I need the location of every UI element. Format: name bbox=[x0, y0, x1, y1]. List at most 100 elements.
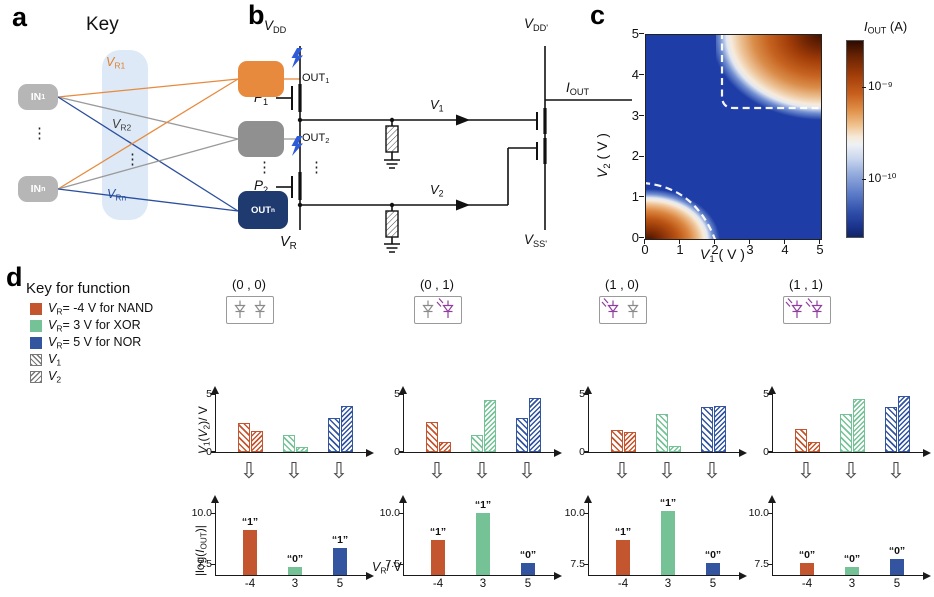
input-bar-xor-v2 bbox=[853, 398, 865, 452]
down-arrow-icon: ⇩ bbox=[472, 458, 492, 483]
y-tick: 3 bbox=[631, 108, 639, 123]
logic-level-label: “1” bbox=[474, 499, 492, 512]
output-node-ellipsis: ⋮ bbox=[257, 159, 272, 176]
y-axis-arrow bbox=[210, 386, 219, 394]
output-node-1 bbox=[238, 61, 284, 97]
y-tick: 0 bbox=[631, 230, 639, 245]
device-icon-on bbox=[436, 298, 454, 318]
p1-label: P1 bbox=[254, 90, 269, 107]
input-bar-xor-v1 bbox=[656, 413, 668, 452]
output-bar-vr5 bbox=[706, 562, 720, 575]
weight-label-r1: VR1 bbox=[106, 55, 126, 71]
logic-level-label: “0” bbox=[888, 544, 906, 557]
y-tick-label: 7.5 bbox=[754, 558, 769, 571]
legend-label-v1: V1 bbox=[48, 352, 62, 368]
vss-out-label: VSS' bbox=[524, 232, 548, 249]
logic-level-label: “1” bbox=[659, 497, 677, 510]
input-bar-nand-v2 bbox=[808, 441, 820, 452]
output-current-chart-11: 10.0 7.5 “0” -4 “0” 3 “0” 5 bbox=[749, 495, 931, 590]
input-state-icon-00 bbox=[226, 296, 274, 324]
y-tick-label: 0 bbox=[763, 445, 769, 458]
input-bar-xor-v1 bbox=[283, 434, 295, 452]
output-node-n: OUT n bbox=[238, 191, 288, 229]
x-tick-label: -4 bbox=[617, 578, 629, 590]
output-bar-vr3 bbox=[845, 566, 859, 575]
legend-label-xor: VR= 3 V for XOR bbox=[48, 318, 141, 334]
input-state-header-01: (0 , 1) bbox=[420, 277, 454, 292]
heatmap-high-region-top-right bbox=[716, 35, 821, 120]
y-tick-mark bbox=[211, 564, 216, 566]
down-arrow-icon: ⇩ bbox=[239, 458, 259, 483]
x-tick-label: 5 bbox=[893, 578, 901, 590]
y-tick-mark bbox=[584, 393, 589, 395]
y-tick-label: 5 bbox=[579, 387, 585, 400]
x-tick-label: -4 bbox=[244, 578, 256, 590]
v2-label: V2 bbox=[430, 182, 444, 199]
input-node-n: IN n bbox=[18, 176, 58, 202]
logic-level-label: “1” bbox=[429, 526, 447, 538]
y-axis-arrow bbox=[210, 495, 219, 503]
x-axis-arrow bbox=[554, 572, 562, 581]
x-axis-arrow bbox=[366, 449, 374, 458]
panel-a-title: Key bbox=[86, 14, 119, 35]
contour-top-right bbox=[720, 35, 821, 110]
x-tick-label: 5 bbox=[709, 578, 717, 590]
input-bar-nor-v1 bbox=[885, 406, 897, 452]
input-bar-nand-v1 bbox=[238, 423, 250, 452]
input-bar-xor-v1 bbox=[471, 434, 483, 452]
down-arrow-icon: ⇩ bbox=[702, 458, 722, 483]
x-tick: 2 bbox=[711, 242, 719, 257]
y-tick-mark bbox=[211, 393, 216, 395]
x-tick-label: 3 bbox=[479, 578, 487, 590]
x-tick: 0 bbox=[641, 242, 649, 257]
device-icon-off bbox=[627, 300, 639, 318]
circuit-junctions bbox=[297, 114, 470, 211]
x-tick: 4 bbox=[781, 242, 789, 257]
input-bar-nor-v1 bbox=[701, 406, 713, 452]
input-bar-nand-v1 bbox=[795, 428, 807, 452]
x-tick: 3 bbox=[746, 242, 754, 257]
y-tick-label: 7.5 bbox=[197, 558, 212, 571]
down-arrow-icon: ⇩ bbox=[841, 458, 861, 483]
weight-band bbox=[102, 50, 148, 220]
v1-arrowhead bbox=[456, 114, 470, 126]
y-tick-label: 0 bbox=[579, 445, 585, 458]
logic-level-label: “0” bbox=[843, 552, 861, 565]
x-axis-arrow bbox=[554, 449, 562, 458]
colorbar-tick-high: 10⁻⁹ bbox=[868, 79, 893, 93]
arrow-row-11: ⇩ ⇩ ⇩ bbox=[772, 460, 922, 486]
vr-label: VR bbox=[280, 234, 297, 252]
ground-symbol-1 bbox=[384, 159, 400, 169]
y-tick-label: 5 bbox=[394, 387, 400, 400]
heatmap-xlabel: V1 ( V ) bbox=[700, 246, 745, 265]
resistor-2 bbox=[385, 210, 399, 238]
weight-label-r2: VR2 bbox=[112, 117, 132, 133]
colorbar-tick-low: 10⁻¹⁰ bbox=[868, 171, 897, 185]
output-bar-vr3 bbox=[288, 566, 302, 575]
logic-level-label: “1” bbox=[614, 526, 632, 538]
v1-label: V1 bbox=[430, 97, 444, 114]
logic-level-label: “0” bbox=[798, 548, 816, 561]
y-tick-mark bbox=[584, 564, 589, 566]
input-state-header-00: (0 , 0) bbox=[232, 277, 266, 292]
weight-ellipsis: ⋮ bbox=[125, 151, 140, 168]
light-bolt-icons bbox=[291, 48, 303, 156]
weight-label-rn: VRn bbox=[107, 187, 127, 203]
x-axis-arrow bbox=[366, 572, 374, 581]
y-tick-mark bbox=[399, 451, 404, 453]
iout-heatmap bbox=[645, 34, 822, 240]
heatmap-high-region-bottom-left bbox=[646, 155, 756, 239]
y-axis-arrow bbox=[398, 386, 407, 394]
colorbar-label: IOUT (A) bbox=[864, 19, 908, 36]
x-tick-label: 3 bbox=[291, 578, 299, 590]
arrow-row-10: ⇩ ⇩ ⇩ bbox=[588, 460, 738, 486]
y-tick-mark bbox=[399, 393, 404, 395]
y-tick: 4 bbox=[631, 67, 639, 82]
y-tick-label: 5 bbox=[763, 387, 769, 400]
y-axis-arrow bbox=[767, 495, 776, 503]
device-icon-on bbox=[601, 298, 619, 318]
contour-bottom-left bbox=[646, 182, 716, 239]
ground-symbol-2 bbox=[384, 243, 400, 253]
y-tick-mark bbox=[399, 512, 404, 514]
legend-swatch-nor bbox=[30, 337, 42, 349]
